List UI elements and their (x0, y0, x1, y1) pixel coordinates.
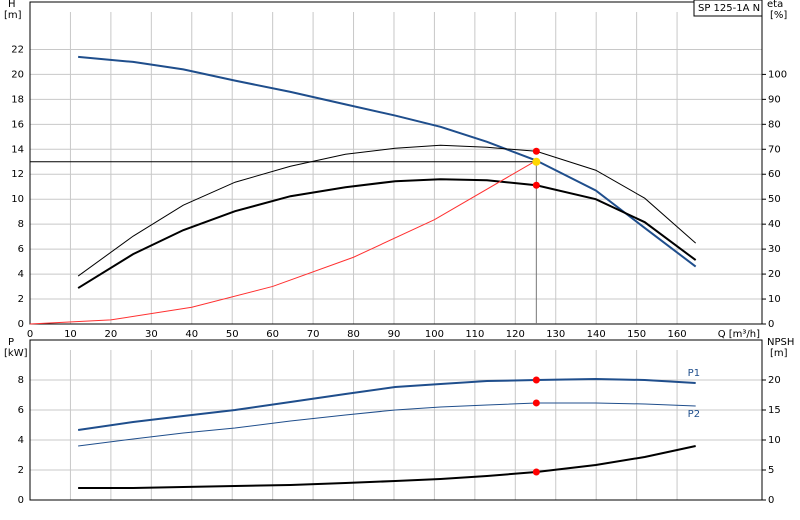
series-label: P2 (688, 409, 700, 420)
y-tick-label: 12 (11, 169, 24, 180)
series-label: P1 (688, 368, 700, 379)
y-tick-label: 4 (18, 435, 24, 446)
y2-tick-label: 0 (768, 495, 774, 506)
x-tick-label: 130 (546, 329, 565, 340)
y2-tick-label: 80 (768, 119, 781, 130)
y2-tick-label: 15 (768, 405, 781, 416)
y2-tick-label: 20 (768, 269, 781, 280)
y2-tick-label: 90 (768, 94, 781, 105)
x-tick-label: 50 (226, 329, 239, 340)
x-tick-label: 90 (388, 329, 401, 340)
operating-point (532, 157, 541, 166)
curve (77, 178, 697, 289)
curve (78, 402, 696, 447)
x-tick-label: 70 (307, 329, 320, 340)
y-axis-unit: [kW] (4, 348, 28, 359)
y-axis-label: H (8, 0, 16, 10)
plot-frame (29, 1, 763, 325)
y2-tick-label: 50 (768, 194, 781, 205)
y2-tick-label: 10 (768, 294, 781, 305)
y-tick-label: 6 (18, 244, 24, 255)
label-box (693, 0, 763, 17)
y-tick-label: 10 (11, 194, 24, 205)
y2-axis-unit: [%] (770, 10, 787, 21)
y2-tick-label: 5 (768, 465, 774, 476)
y-tick-label: 4 (18, 269, 24, 280)
x-tick-label: 30 (145, 329, 158, 340)
x-tick-label: 120 (506, 329, 525, 340)
y2-axis-unit: [m] (770, 348, 788, 359)
duty-point (532, 468, 540, 476)
y-axis-unit: [m] (4, 10, 22, 21)
y-tick-label: 22 (11, 44, 24, 55)
y-tick-label: 8 (18, 375, 24, 386)
x-tick-label: 110 (465, 329, 484, 340)
x-tick-label: 0 (27, 329, 33, 340)
x-tick-label: 140 (587, 329, 606, 340)
y-tick-label: 16 (11, 119, 24, 130)
x-tick-label: 10 (64, 329, 77, 340)
y2-tick-label: 60 (768, 169, 781, 180)
curve (78, 55, 697, 268)
y2-axis-label: NPSH (767, 337, 794, 348)
x-tick-label: 60 (266, 329, 279, 340)
y-tick-label: 2 (18, 465, 24, 476)
y-tick-label: 6 (18, 405, 24, 416)
plot-frame (29, 339, 763, 501)
y-tick-label: 0 (18, 319, 24, 330)
x-tick-label: 100 (425, 329, 444, 340)
y-tick-label: 8 (18, 219, 24, 230)
x-axis-label: Q [m³/h] (718, 329, 760, 340)
curve (77, 377, 696, 431)
curve (77, 144, 697, 277)
y2-axis-label: eta (767, 0, 783, 10)
label-box-text: SP 125-1A N (698, 3, 760, 14)
y-tick-label: 2 (18, 294, 24, 305)
duty-point (532, 399, 540, 407)
x-tick-label: 150 (627, 329, 646, 340)
y2-tick-label: 40 (768, 219, 781, 230)
curve (78, 445, 696, 489)
x-tick-label: 20 (105, 329, 118, 340)
y-axis-label: P (8, 337, 14, 348)
y2-tick-label: 10 (768, 435, 781, 446)
y-tick-label: 14 (11, 144, 24, 155)
x-tick-label: 160 (668, 329, 687, 340)
y2-tick-label: 20 (768, 375, 781, 386)
curve (29, 160, 537, 325)
x-tick-label: 80 (347, 329, 360, 340)
duty-point (532, 147, 540, 155)
y-tick-label: 0 (18, 495, 24, 506)
y-tick-label: 20 (11, 69, 24, 80)
y2-tick-label: 30 (768, 244, 781, 255)
y2-tick-label: 100 (768, 69, 787, 80)
y-tick-label: 18 (11, 94, 24, 105)
y2-tick-label: 70 (768, 144, 781, 155)
x-tick-label: 40 (185, 329, 198, 340)
duty-point (532, 376, 540, 384)
y2-tick-label: 0 (768, 319, 774, 330)
duty-point (532, 181, 540, 189)
